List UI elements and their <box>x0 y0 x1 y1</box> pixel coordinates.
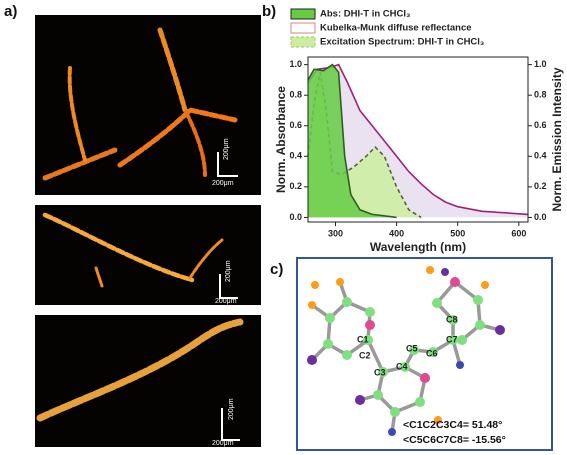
legend-swatch <box>290 8 316 20</box>
panel-label: b) <box>262 3 276 20</box>
area <box>308 64 397 218</box>
atom-label: C8 <box>446 314 458 324</box>
micrograph: 200μm 200μm <box>35 205 261 305</box>
y2-tick-label: 0.0 <box>534 212 547 222</box>
x-tick-label: 600 <box>511 228 526 238</box>
micrograph: 200μm 200μm <box>35 315 261 447</box>
y-axis-label: Norm. Absorbance <box>274 86 288 193</box>
angle-text: <C1C2C3C4= 51.48° <box>403 419 502 431</box>
x-tick-label: 500 <box>450 228 465 238</box>
y2-tick-label: 0.8 <box>534 90 547 100</box>
atom-label: C5 <box>406 343 418 353</box>
scale-label: 200μm <box>212 440 234 447</box>
micrograph: 200μm 200μm <box>35 15 261 195</box>
legend-swatch <box>290 36 316 48</box>
scale-label: 200μm <box>223 138 230 160</box>
legend-label: Abs: DHI-T in CHCl₃ <box>320 9 410 20</box>
y2-tick-label: 0.6 <box>534 120 547 130</box>
atom-label: C2 <box>359 350 371 360</box>
y2-tick-label: 1.0 <box>534 59 547 69</box>
y-tick-label: 0.4 <box>289 151 302 161</box>
y-tick-label: 0.6 <box>289 120 302 130</box>
atom-label: C1 <box>357 334 369 344</box>
atom-labels: C1 C2 C3 C4 C5 C6 C7 C8 <box>357 314 458 377</box>
atom-label: C6 <box>426 348 438 358</box>
y-tick-label: 0.8 <box>289 90 302 100</box>
x-axis-label: Wavelength (nm) <box>370 240 466 254</box>
y2-tick-label: 0.2 <box>534 181 547 191</box>
line <box>307 63 397 219</box>
x-tick-label: 300 <box>328 228 343 238</box>
legend-label: Kubelka-Munk diffuse reflectance <box>320 23 472 34</box>
x-tick-label: 400 <box>389 228 404 238</box>
scale-label: 200μm <box>215 298 237 305</box>
y-tick-label: 0.2 <box>289 181 302 191</box>
atom-label: C7 <box>446 334 458 344</box>
panel-frame <box>296 257 553 451</box>
y-tick-label: 0.0 <box>289 212 302 222</box>
scale-label: 200μm <box>228 398 235 420</box>
atom-label: C4 <box>396 361 408 371</box>
plot-frame <box>307 56 529 223</box>
angle-text: <C5C6C7C8= -15.56° <box>403 434 506 446</box>
y2-axis-label: Norm. Emission Intensity <box>550 67 564 211</box>
legend-label: Excitation Spectrum: DHI-T in CHCl₃ <box>320 37 484 48</box>
scale-label: 200μm <box>225 260 232 282</box>
chart: 300 400 500 600 0.0 0.2 0.4 0.6 0.8 1.0 0.0 0.2 0.4 0… <box>274 8 564 254</box>
y-tick-label: 1.0 <box>289 59 302 69</box>
atoms <box>307 266 505 436</box>
panel-label: c) <box>270 261 283 278</box>
atom-label: C3 <box>374 367 386 377</box>
y2-tick-label: 0.4 <box>534 151 547 161</box>
scale-label: 200μm <box>212 180 234 187</box>
legend-swatch <box>290 22 316 34</box>
panel-label: a) <box>4 3 17 20</box>
